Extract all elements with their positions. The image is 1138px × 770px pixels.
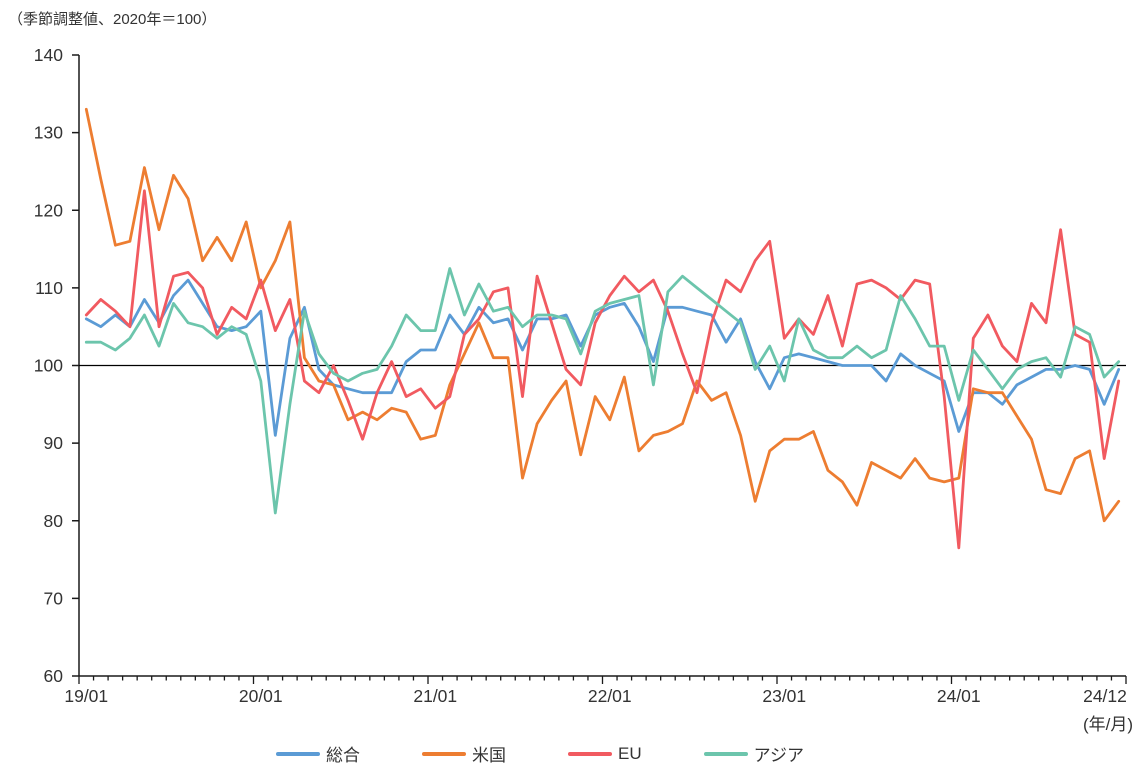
y-tick-label: 140 bbox=[34, 45, 63, 65]
x-axis-unit-label: (年/月) bbox=[1082, 715, 1133, 734]
x-tick-label: 22/01 bbox=[588, 686, 632, 706]
series-line-us bbox=[84, 107, 1121, 523]
y-tick-label: 60 bbox=[44, 666, 64, 686]
y-tick-label: 80 bbox=[44, 511, 64, 531]
legend-item-asia: アジア bbox=[703, 741, 804, 766]
y-tick-label: 120 bbox=[34, 200, 63, 220]
legend-swatch-asia bbox=[703, 751, 748, 756]
y-tick-label: 90 bbox=[44, 433, 64, 453]
x-tick-label: 21/01 bbox=[413, 686, 457, 706]
series-line-asia bbox=[84, 267, 1121, 515]
series-line-total bbox=[84, 278, 1121, 437]
legend-label-eu: EU bbox=[618, 743, 642, 763]
legend-label-total: 総合 bbox=[326, 746, 361, 765]
legend-label-asia: アジア bbox=[753, 746, 804, 765]
legend-swatch-us bbox=[422, 751, 467, 756]
y-tick-label: 70 bbox=[44, 588, 64, 608]
legend-swatch-eu bbox=[568, 751, 613, 756]
x-tick-label: 24/12 bbox=[1083, 686, 1127, 706]
x-tick-label: 20/01 bbox=[239, 686, 283, 706]
legend-item-eu: EU bbox=[568, 744, 642, 764]
legend-swatch-total bbox=[276, 751, 321, 756]
chart-title: （季節調整値、2020年＝100） bbox=[8, 11, 217, 28]
y-tick-label: 130 bbox=[34, 123, 63, 143]
legend-item-total: 総合 bbox=[276, 741, 360, 766]
x-tick-label: 19/01 bbox=[64, 686, 108, 706]
legend-item-us: 米国 bbox=[422, 741, 506, 766]
chart-legend: 総合 米国 EU アジア bbox=[0, 741, 1080, 766]
legend-label-us: 米国 bbox=[472, 746, 507, 765]
x-tick-label: 24/01 bbox=[937, 686, 981, 706]
y-tick-label: 100 bbox=[34, 356, 63, 376]
x-tick-label: 23/01 bbox=[762, 686, 806, 706]
series-line-eu bbox=[84, 189, 1121, 550]
y-tick-label: 110 bbox=[35, 278, 63, 298]
